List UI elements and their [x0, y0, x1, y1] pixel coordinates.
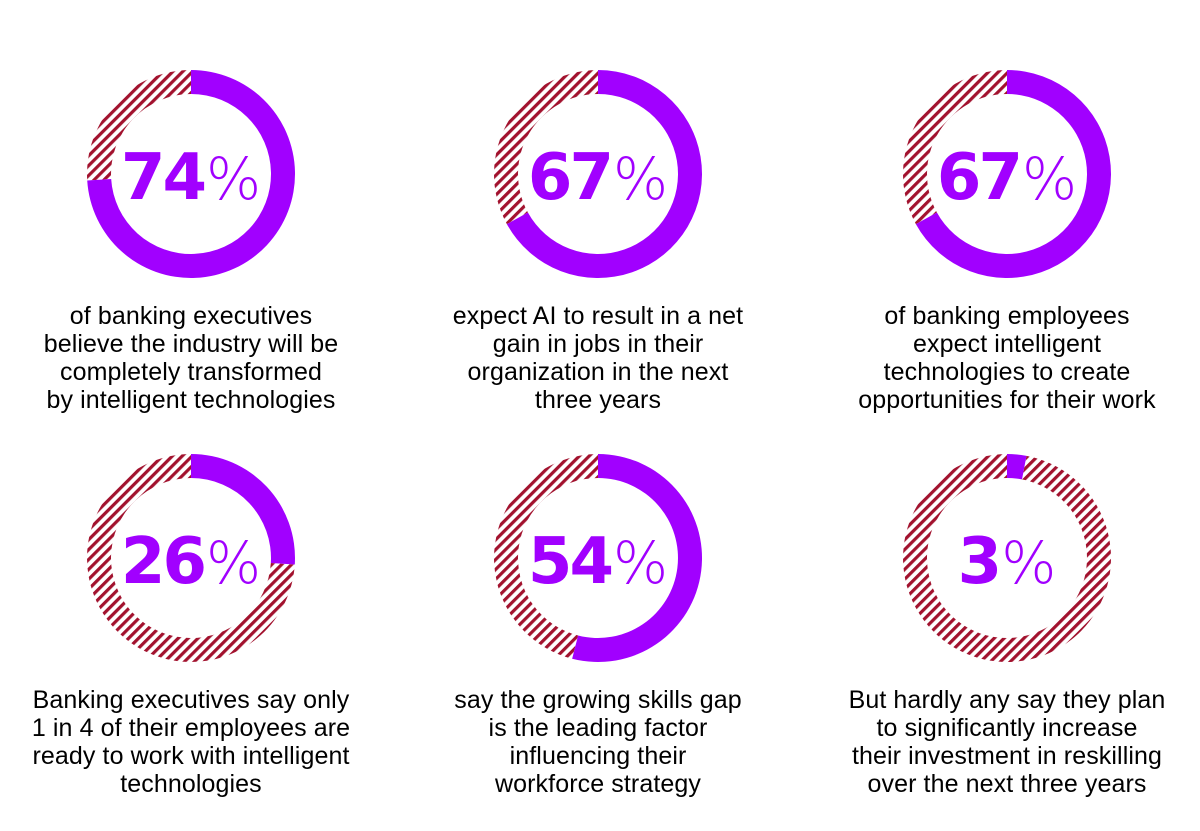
caption-line: organization in the next	[467, 358, 729, 386]
caption-line: believe the industry will be	[43, 330, 339, 358]
stat-4: 26% Banking executives say only 1 in 4 of …	[1, 452, 381, 798]
caption-line: is the leading factor	[488, 714, 708, 742]
caption-line: completely transformed	[59, 358, 323, 386]
caption-line: their investment in reskilling	[851, 742, 1163, 770]
caption-line: over the next three years	[867, 770, 1147, 798]
stat-6: 3% But hardly any say they plan to signifi…	[817, 452, 1197, 798]
caption-line: expect AI to result in a net	[452, 302, 744, 330]
percentage-value: 67	[937, 141, 1020, 215]
percentage-label: 74%	[121, 141, 261, 215]
donut-chart: 74%	[87, 70, 296, 278]
stat-3: 67% of banking employees expect intelligen…	[817, 68, 1197, 414]
percentage-label: 3%	[958, 525, 1057, 599]
caption-line: expect intelligent	[912, 330, 1102, 358]
caption-line: workforce strategy	[494, 770, 702, 798]
stat-caption: of banking executives believe the industr…	[1, 302, 381, 414]
caption-line: ready to work with intelligent	[32, 742, 350, 770]
percentage-label: 54%	[528, 525, 668, 599]
donut-chart: 67%	[493, 69, 702, 278]
percentage-unit: %	[206, 145, 261, 213]
percentage-unit: %	[613, 529, 668, 597]
donut-remainder-segment	[494, 454, 598, 659]
percentage-unit: %	[206, 529, 261, 597]
donut-chart: 67%	[902, 69, 1111, 278]
caption-line: to significantly increase	[876, 714, 1138, 742]
percentage-value: 54	[528, 525, 612, 599]
percentage-unit: %	[613, 145, 668, 213]
caption-line: by intelligent technologies	[46, 386, 336, 414]
percentage-unit: %	[1001, 529, 1056, 597]
percentage-value: 67	[528, 141, 611, 215]
donut-remainder-segment	[493, 69, 598, 225]
donut-chart: 26%	[86, 454, 295, 662]
stat-caption: of banking employees expect intelligent te…	[817, 302, 1197, 414]
caption-line: Banking executives say only	[32, 686, 350, 714]
caption-line: technologies to create	[883, 358, 1131, 386]
caption-line: technologies	[120, 770, 262, 798]
caption-line: influencing their	[509, 742, 687, 770]
caption-line: three years	[534, 386, 662, 414]
caption-line: of banking executives	[69, 302, 313, 330]
percentage-label: 26%	[121, 525, 261, 599]
stat-1: 74% of banking executives believe the indu…	[1, 68, 381, 414]
stat-caption: Banking executives say only 1 in 4 of the…	[1, 686, 381, 798]
donut-remainder-segment	[902, 69, 1007, 225]
caption-line: of banking employees	[884, 302, 1130, 330]
stat-caption: expect AI to result in a net gain in jobs…	[408, 302, 788, 414]
donut-remainder-segment	[87, 70, 191, 181]
stat-caption: But hardly any say they plan to significa…	[817, 686, 1197, 798]
stat-5: 54% say the growing skills gap is the lead…	[408, 452, 788, 798]
percentage-value: 74	[121, 141, 205, 215]
stat-2: 67% expect AI to result in a net gain in j…	[408, 68, 788, 414]
donut-value-segment	[1007, 454, 1027, 480]
percentage-unit: %	[1022, 145, 1077, 213]
caption-line: 1 in 4 of their employees are	[31, 714, 351, 742]
caption-line: opportunities for their work	[858, 386, 1156, 414]
percentage-value: 26	[121, 525, 205, 599]
stat-caption: say the growing skills gap is the leading…	[408, 686, 788, 798]
percentage-label: 67%	[528, 141, 668, 215]
caption-line: But hardly any say they plan	[848, 686, 1166, 714]
donut-chart: 54%	[494, 454, 703, 662]
donut-chart: 3%	[903, 454, 1112, 662]
percentage-label: 67%	[937, 141, 1077, 215]
percentage-value: 3	[958, 525, 1000, 599]
donut-value-segment	[191, 454, 295, 565]
donut-value-segment	[572, 454, 703, 662]
caption-line: say the growing skills gap	[454, 686, 742, 714]
caption-line: gain in jobs in their	[492, 330, 704, 358]
